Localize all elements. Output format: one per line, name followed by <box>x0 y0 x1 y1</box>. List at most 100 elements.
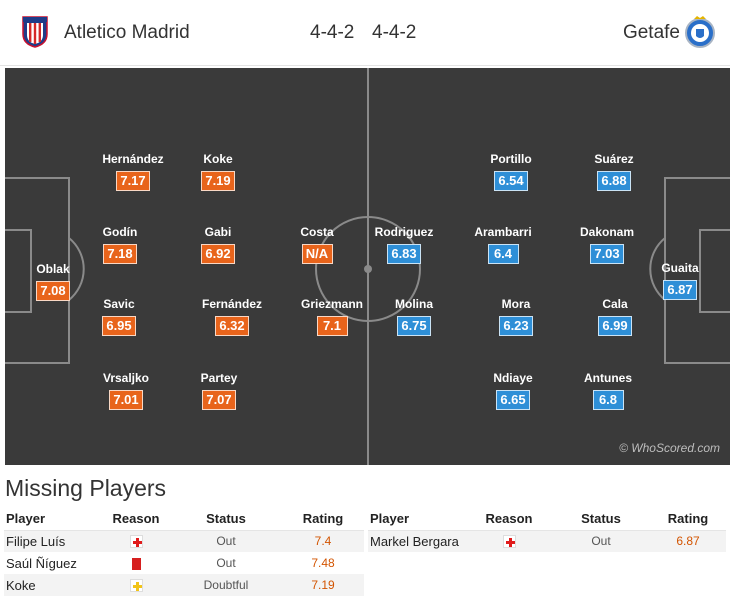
home-player[interactable]: Oblak 7.08 <box>13 262 93 301</box>
away-player[interactable]: Dakonam 7.03 <box>567 225 647 264</box>
player-rating: 6.87 <box>663 280 697 300</box>
col-reason: Reason <box>466 508 552 531</box>
home-player[interactable]: Partey 7.07 <box>179 371 259 410</box>
player-name: Dakonam <box>579 225 635 239</box>
table-row[interactable]: Markel Bergara Out 6.87 <box>368 530 726 552</box>
player-name: Mora <box>501 297 531 311</box>
missing-players-title: Missing Players <box>5 475 167 501</box>
table-row[interactable]: Koke Doubtful 7.19 <box>4 574 364 596</box>
away-player[interactable]: Molina 6.75 <box>374 297 454 336</box>
away-player[interactable]: Guaita 6.87 <box>640 261 720 300</box>
home-player[interactable]: Costa N/A <box>277 225 357 264</box>
player-name: Partey <box>200 371 238 385</box>
missing-reason <box>102 574 170 596</box>
home-player[interactable]: Hernández 7.17 <box>93 152 173 191</box>
player-rating: 6.88 <box>597 171 631 191</box>
missing-player-name[interactable]: Filipe Luís <box>4 530 102 552</box>
col-player: Player <box>368 508 466 531</box>
missing-player-name[interactable]: Saúl Ñíguez <box>6 555 77 571</box>
player-rating: 6.65 <box>496 390 530 410</box>
missing-reason <box>102 530 170 552</box>
player-rating: 6.99 <box>598 316 632 336</box>
table-header-row: Player Reason Status Rating <box>368 508 726 531</box>
player-rating: 7.1 <box>316 316 348 336</box>
missing-status: Out <box>216 556 236 570</box>
player-name: Molina <box>395 297 433 311</box>
home-formation: 4-4-2 <box>310 22 355 43</box>
away-player[interactable]: Arambarri 6.4 <box>463 225 543 264</box>
away-player[interactable]: Rodriguez 6.83 <box>364 225 444 264</box>
player-name: Suárez <box>594 152 634 166</box>
player-rating: 7.18 <box>103 244 137 264</box>
away-player[interactable]: Suárez 6.88 <box>574 152 654 191</box>
missing-rating: 7.48 <box>311 556 335 570</box>
player-rating: 6.92 <box>201 244 235 264</box>
player-name: Rodriguez <box>374 225 434 239</box>
player-name: Arambarri <box>474 225 532 239</box>
player-rating: 6.8 <box>592 390 624 410</box>
table-header-row: Player Reason Status Rating <box>4 508 364 531</box>
home-player[interactable]: Savic 6.95 <box>79 297 159 336</box>
missing-status: Doubtful <box>170 574 282 596</box>
away-team-name[interactable]: Getafe <box>622 22 680 43</box>
away-player[interactable]: Cala 6.99 <box>575 297 655 336</box>
player-name: Griezmann <box>300 297 363 311</box>
missing-reason <box>466 530 552 552</box>
player-rating: 6.83 <box>387 244 421 264</box>
missing-status: Out <box>170 530 282 552</box>
away-player[interactable]: Mora 6.23 <box>476 297 556 336</box>
atletico-crest-icon <box>22 16 48 48</box>
player-rating: 7.01 <box>109 390 143 410</box>
home-player[interactable]: Vrsaljko 7.01 <box>86 371 166 410</box>
player-name: Cala <box>602 297 628 311</box>
home-player[interactable]: Griezmann 7.1 <box>292 297 372 336</box>
player-name: Godín <box>102 225 138 239</box>
home-player[interactable]: Fernández 6.32 <box>192 297 272 336</box>
away-player[interactable]: Antunes 6.8 <box>568 371 648 410</box>
player-name: Antunes <box>584 371 632 385</box>
table-row[interactable]: Filipe Luís Out 7.4 <box>4 530 364 552</box>
player-rating: 6.23 <box>499 316 533 336</box>
missing-rating: 6.87 <box>650 530 726 552</box>
missing-rating: 7.19 <box>282 574 364 596</box>
col-status: Status <box>170 508 282 531</box>
home-player[interactable]: Godín 7.18 <box>80 225 160 264</box>
col-reason: Reason <box>102 508 170 531</box>
missing-player-name[interactable]: Markel Bergara <box>368 530 466 552</box>
player-name: Ndiaye <box>493 371 533 385</box>
home-team-name[interactable]: Atletico Madrid <box>64 22 190 43</box>
missing-rating: 7.4 <box>282 530 364 552</box>
away-player[interactable]: Portillo 6.54 <box>471 152 551 191</box>
injury-icon <box>502 535 516 549</box>
player-rating: 7.17 <box>116 171 150 191</box>
player-rating: 7.08 <box>36 281 70 301</box>
col-rating: Rating <box>650 508 726 531</box>
player-name: Guaita <box>661 261 699 275</box>
missing-reason <box>102 552 170 574</box>
home-player[interactable]: Koke 7.19 <box>178 152 258 191</box>
player-rating: N/A <box>301 244 333 264</box>
player-name: Savic <box>103 297 135 311</box>
missing-status: Out <box>552 530 650 552</box>
player-rating: 6.75 <box>397 316 431 336</box>
watermark: © WhoScored.com <box>619 441 720 455</box>
away-missing-table: Player Reason Status Rating Markel Berga… <box>368 508 726 552</box>
player-rating: 6.32 <box>215 316 249 336</box>
player-rating: 7.19 <box>201 171 235 191</box>
player-name: Costa <box>300 225 334 239</box>
away-player[interactable]: Ndiaye 6.65 <box>473 371 553 410</box>
col-status: Status <box>552 508 650 531</box>
home-player[interactable]: Gabi 6.92 <box>178 225 258 264</box>
pitch-lines <box>5 68 730 465</box>
table-row[interactable]: Saúl Ñíguez Out 7.48 <box>4 552 364 574</box>
missing-player-name[interactable]: Koke <box>4 574 102 596</box>
player-name: Oblak <box>36 262 70 276</box>
player-name: Hernández <box>102 152 164 166</box>
player-name: Gabi <box>204 225 232 239</box>
injury-icon <box>129 535 143 549</box>
player-name: Portillo <box>490 152 532 166</box>
player-name: Vrsaljko <box>102 371 150 385</box>
match-header: Atletico Madrid 4-4-2 4-4-2 Getafe <box>0 0 730 66</box>
player-rating: 6.95 <box>102 316 136 336</box>
player-rating: 6.4 <box>487 244 519 264</box>
